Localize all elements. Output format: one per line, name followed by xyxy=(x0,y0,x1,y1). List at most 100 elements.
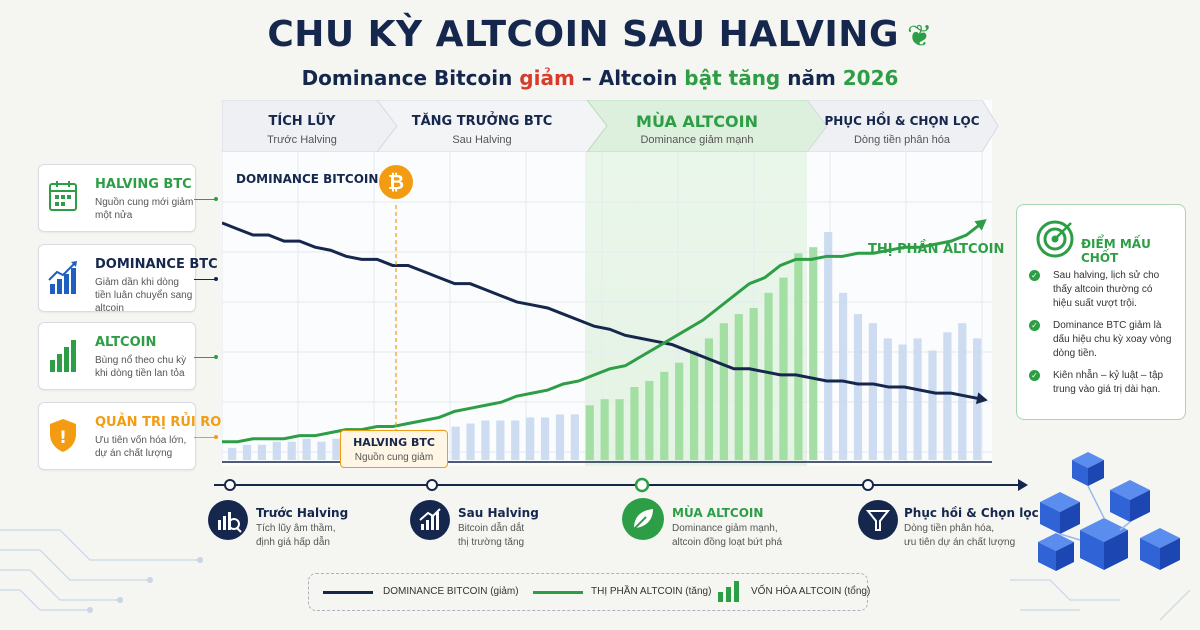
main-chart: DOMINANCE BITCOIN THỊ PHẦN ALTCOIN xyxy=(222,100,1004,466)
phase-subtitle: Dominance giảm mạnh xyxy=(640,134,754,146)
circuit-decoration-left xyxy=(0,529,203,613)
page-subtitle: Dominance Bitcoin giảm – Altcoin bật tăn… xyxy=(0,66,1200,90)
warning-shield-icon: ! xyxy=(50,419,76,452)
side-card-title: HALVING BTC xyxy=(95,177,192,192)
altcoin-marketcap-bar xyxy=(764,292,773,460)
legend-label: VỐN HÓA ALTCOIN (tổng) xyxy=(751,586,871,597)
timeline-desc: ưu tiên dự án chất lượng xyxy=(904,537,1016,548)
altcoin-marketcap-bar xyxy=(481,420,490,460)
altcoin-marketcap-bar xyxy=(913,338,922,460)
phase-title: PHỤC HỒI & CHỌN LỌC xyxy=(824,114,980,128)
side-card-desc: Nguồn cung mới giảm một nửa xyxy=(95,197,194,221)
altcoin-marketcap-bar xyxy=(853,314,863,460)
key-point-text: Kiên nhẫn – kỷ luật – tập trung vào giá … xyxy=(1053,370,1164,395)
legend-swatch-dominance xyxy=(323,591,373,594)
altcoin-marketcap-bar xyxy=(228,447,237,460)
phase-band-altcoin-season xyxy=(586,100,828,152)
altcoin-marketcap-bar xyxy=(660,371,669,460)
bitcoin-icon: ₿ xyxy=(379,165,413,199)
phase-subtitle: Dòng tiền phân hóa xyxy=(853,134,951,146)
side-card-dominance: DOMINANCE BTC Giảm dần khi dòng tiền luâ… xyxy=(38,244,218,314)
timeline-label: Phục hồi & Chọn lọc xyxy=(904,506,1039,520)
subtitle-e: năm xyxy=(780,66,843,90)
connector-line xyxy=(194,199,216,200)
altcoin-marketcap-bar xyxy=(883,338,892,460)
check-icon: ✓ xyxy=(1029,270,1040,281)
phase-title: TÍCH LŨY xyxy=(268,114,336,129)
altcoin-marketcap-bar xyxy=(719,323,728,460)
phase-band-recovery xyxy=(806,100,999,152)
target-icon xyxy=(1036,220,1074,258)
altcoin-marketcap-bar xyxy=(868,323,877,460)
leaf-icon: ❦ xyxy=(907,19,933,54)
altcoin-marketcap-bar xyxy=(824,232,833,460)
phase-bands xyxy=(222,100,999,152)
subtitle-c: – Altcoin xyxy=(574,66,685,90)
timeline-label: Sau Halving xyxy=(458,506,539,520)
altcoin-marketcap-bar xyxy=(689,350,699,460)
altcoin-marketcap-bar xyxy=(540,417,550,460)
subtitle-d: bật tăng xyxy=(684,66,781,90)
altcoin-marketcap-bar xyxy=(555,414,565,460)
side-card-altcoin: ALTCOIN Bùng nổ theo chu kỳ khi dòng tiề… xyxy=(38,322,196,390)
altcoin-share-line xyxy=(222,221,983,444)
bar-chart-icon xyxy=(50,340,76,372)
key-point-item: ✓ Kiên nhẫn – kỷ luật – tập trung vào giá… xyxy=(1029,369,1179,413)
altcoin-marketcap-bar xyxy=(257,444,266,460)
altcoin-marketcap-bar xyxy=(287,441,296,460)
altcoin-label: THỊ PHẦN ALTCOIN xyxy=(868,239,1004,257)
timeline-desc: thị trường tăng xyxy=(458,537,525,548)
timeline-node xyxy=(634,477,650,493)
phase-band-btc-growth xyxy=(376,100,608,152)
timeline-axis xyxy=(214,477,1028,493)
title-text: CHU KỲ ALTCOIN SAU HALVING xyxy=(267,14,899,55)
calendar-icon xyxy=(49,181,77,211)
legend-label: THỊ PHẦN ALTCOIN (tăng) xyxy=(591,586,712,597)
timeline-label: Trước Halving xyxy=(256,506,349,520)
altcoin-marketcap-bar xyxy=(332,438,341,460)
side-card-desc: Ưu tiên vốn hóa lớn, dự án chất lượng xyxy=(95,435,187,459)
altcoin-marketcap-bar xyxy=(809,247,818,460)
side-card-desc: Giảm dần khi dòng tiền luân chuyển sang … xyxy=(95,277,193,314)
altcoin-marketcap-bar xyxy=(794,253,803,460)
halving-callout-sub: Nguồn cung giảm xyxy=(354,452,434,463)
timeline-desc: Tích lũy âm thầm, xyxy=(256,523,336,534)
halving-callout: HALVING BTC Nguồn cung giảm xyxy=(340,430,448,468)
phase-subtitle: Trước Halving xyxy=(267,134,337,146)
altcoin-marketcap-bar xyxy=(838,292,848,460)
key-point-text: Sau halving, lịch sử cho thấy altcoin th… xyxy=(1053,270,1160,309)
timeline-desc: altcoin đồng loạt bứt phá xyxy=(672,537,783,548)
altcoin-marketcap-bar xyxy=(779,277,788,460)
altcoin-marketcap-bar xyxy=(704,338,714,460)
side-card-title: DOMINANCE BTC xyxy=(95,257,218,272)
timeline-desc: Bitcoin dẫn dắt xyxy=(458,523,525,534)
chart-legend: DOMINANCE BITCOIN (giảm) THỊ PHẦN ALTCOI… xyxy=(308,573,871,611)
timeline-desc: định giá hấp dẫn xyxy=(256,537,330,548)
altcoin-marketcap-bar xyxy=(302,438,311,460)
altcoin-marketcap-bar xyxy=(630,387,639,460)
leaf-icon xyxy=(622,498,664,540)
timeline-desc: Dòng tiền phân hóa, xyxy=(904,523,995,534)
phase-title: MÙA ALTCOIN xyxy=(636,112,758,131)
key-points-title: ĐIỂM MẤU CHỐT xyxy=(1081,237,1151,265)
filter-icon xyxy=(858,500,898,540)
side-card-risk: ! QUẢN TRỊ RỦI RO Ưu tiên vốn hóa lớn, d… xyxy=(38,402,221,470)
halving-callout-title: HALVING BTC xyxy=(353,436,435,449)
connector-dot xyxy=(214,277,218,281)
chart-search-icon xyxy=(208,500,248,540)
legend-label: DOMINANCE BITCOIN (giảm) xyxy=(383,586,519,597)
altcoin-marketcap-bar xyxy=(615,399,624,460)
altcoin-marketcap-bar xyxy=(749,308,758,460)
altcoin-marketcap-bar xyxy=(958,323,967,460)
altcoin-marketcap-bar xyxy=(496,420,505,460)
altcoin-marketcap-bar xyxy=(675,362,684,460)
altcoin-marketcap-bar xyxy=(526,417,535,460)
altcoin-marketcap-bar xyxy=(600,399,609,460)
altcoin-marketcap-bar xyxy=(943,332,952,460)
altcoin-marketcap-bar xyxy=(585,405,594,460)
key-point-item: ✓ Sau halving, lịch sử cho thấy altcoin t… xyxy=(1029,269,1179,313)
altcoin-marketcap-bar xyxy=(645,380,654,460)
subtitle-b: giảm xyxy=(519,66,575,90)
page-title: CHU KỲ ALTCOIN SAU HALVING ❦ xyxy=(0,14,1200,55)
dominance-label: DOMINANCE BITCOIN xyxy=(236,172,378,186)
